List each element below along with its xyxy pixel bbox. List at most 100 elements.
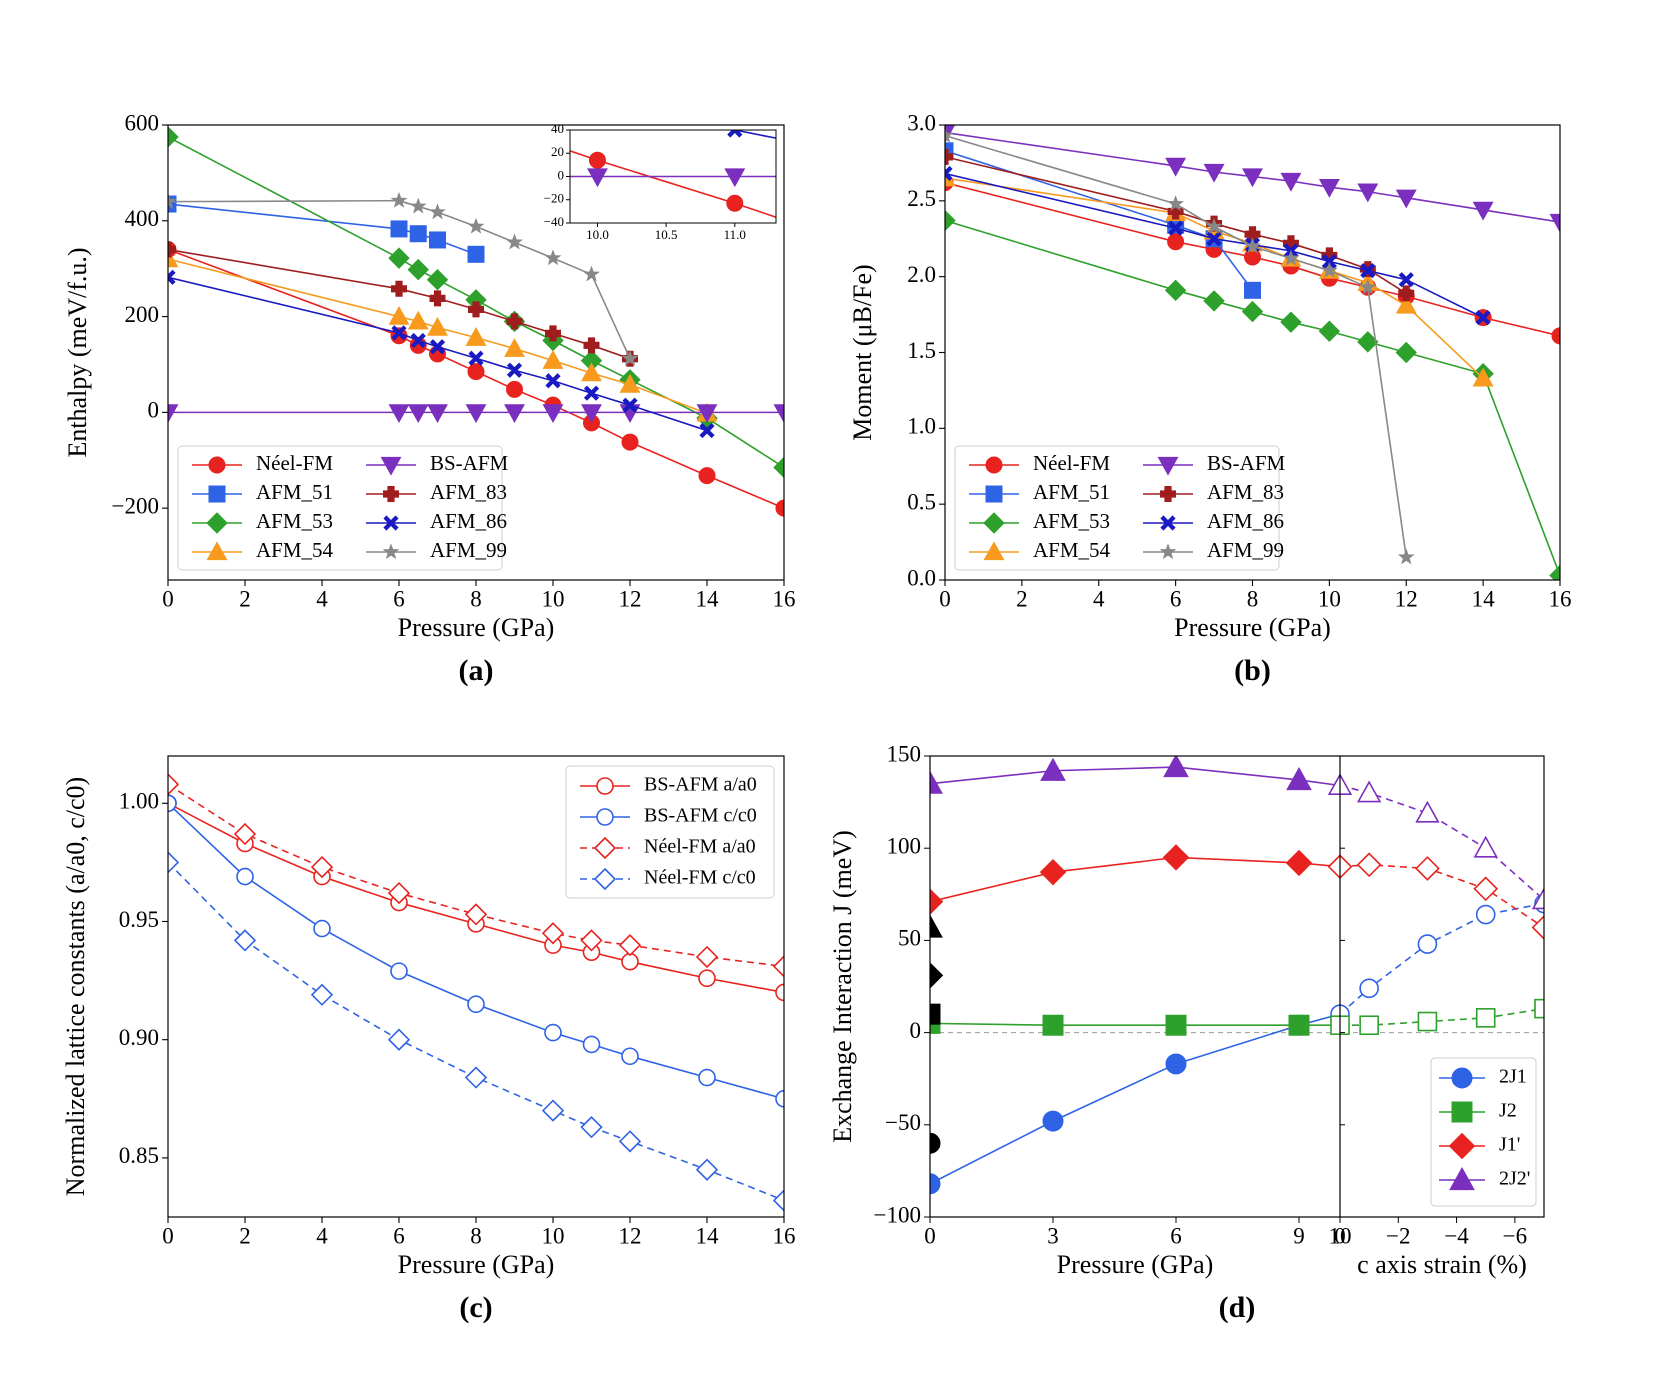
data-point-AFM_99 — [409, 197, 427, 214]
y-tick-label: 0.95 — [119, 907, 159, 932]
data-point-AFM_54 — [1472, 367, 1494, 387]
data-point-Néel-FM c/c0 — [772, 1189, 784, 1212]
data-point-BS-AFM — [1280, 172, 1302, 192]
panel-c: 0 2 4 6 8 10 12 14 16 0.85 0.90 0.95 1.00 Pressure (G… — [61, 755, 796, 1324]
strain-data-point-J2 — [1417, 1011, 1438, 1032]
strain-series-line-2J2' — [1339, 784, 1544, 901]
data-point-J2 — [1288, 1014, 1310, 1036]
x-axis-label: Pressure (GPa) — [398, 613, 555, 642]
data-point-Néel-FM c/c0 — [168, 851, 180, 874]
data-point-Néel-FM c/c0 — [695, 1158, 719, 1181]
series-line-AFM_99 — [945, 134, 1408, 558]
legend-marker — [985, 456, 1003, 474]
x-tick-label-right: −2 — [1386, 1223, 1410, 1248]
data-point-AFM_99 — [1282, 249, 1300, 266]
legend-marker — [596, 808, 614, 826]
data-point-AFM_83 — [391, 280, 407, 297]
data-point-AFM_83 — [583, 337, 600, 354]
series-line-Néel-FM c/c0 — [168, 861, 784, 1202]
legend-marker — [1448, 1132, 1476, 1160]
data-point-BS-AFM c/c0 — [544, 1023, 562, 1042]
data-point-AFM_83 — [1282, 235, 1299, 252]
data-point-Néel-FM c/c0 — [233, 929, 257, 952]
x-tick-label: 8 — [1247, 586, 1259, 611]
data-point-AFM_86 — [429, 339, 446, 355]
panel-label: (c) — [459, 1291, 492, 1324]
y-tick-label: 2.5 — [907, 186, 936, 211]
y-tick-label: 200 — [125, 302, 160, 327]
data-point-AFM_83 — [945, 148, 953, 165]
data-point-AFM_54 — [504, 338, 525, 357]
y-tick-label: 0 — [148, 398, 160, 423]
data-point-BS-AFM c/c0 — [236, 867, 254, 886]
series-line-BS-AFM — [945, 131, 1560, 223]
data-point-Néel-FM c/c0 — [618, 1130, 642, 1153]
strain-data-point-2J1 — [1359, 978, 1379, 999]
series-line-J1' — [930, 856, 1341, 903]
y-tick-label: −200 — [112, 493, 159, 518]
x-tick-label: 4 — [316, 1223, 328, 1248]
data-point-AFM_99 — [544, 249, 562, 266]
data-point-Néel-FM a/a0 — [387, 881, 411, 905]
data-point-BS-AFM — [1203, 163, 1225, 183]
data-point-BS-AFM — [581, 404, 602, 423]
y-tick-label: 400 — [125, 206, 160, 231]
inset-y-tick-label: 40 — [551, 121, 564, 136]
series-line-AFM_53 — [945, 219, 1560, 576]
experimental-point — [930, 962, 944, 989]
data-point-Néel-FM c/c0 — [464, 1066, 488, 1089]
series-line-J2 — [930, 1022, 1340, 1027]
legend-box — [954, 445, 1280, 571]
legend-box — [177, 445, 503, 571]
legend-label: Néel-FM a/a0 — [644, 836, 756, 858]
data-point-BS-AFM — [1472, 201, 1494, 221]
data-point-AFM_99 — [467, 217, 485, 234]
data-point-J1' — [1285, 849, 1313, 877]
data-point-AFM_54 — [465, 327, 487, 346]
legend-label: BS-AFM a/a0 — [644, 774, 757, 796]
data-point-AFM_99 — [945, 126, 954, 143]
data-point-BS-AFM — [542, 404, 564, 423]
legend-marker — [1451, 1101, 1473, 1123]
data-point-AFM_53 — [1241, 300, 1264, 323]
data-point-AFM_53 — [168, 126, 179, 148]
x-tick-label-right: −6 — [1503, 1223, 1527, 1248]
legend-marker — [1160, 515, 1176, 531]
data-point-AFM_83 — [1321, 247, 1338, 264]
strain-data-point-J2 — [1534, 998, 1544, 1019]
x-tick-label: 8 — [470, 1223, 482, 1248]
y-axis-label: Moment (μB/Fe) — [848, 264, 877, 440]
legend-label: Néel-FM c/c0 — [644, 867, 756, 889]
legend-marker — [208, 456, 226, 474]
data-point-AFM_53 — [1164, 279, 1187, 302]
inset: 10.0 10.5 11.0 −40 −20 0 20 40 — [544, 121, 777, 242]
data-point-2J1 — [1042, 1110, 1064, 1132]
x-tick-label: 14 — [1472, 586, 1496, 611]
data-point-AFM_51 — [467, 245, 485, 263]
data-point-AFM_99 — [1167, 195, 1184, 211]
x-axis-label-right: c axis strain (%) — [1357, 1250, 1527, 1279]
legend-label: J2 — [1499, 1100, 1517, 1122]
data-point-AFM_99 — [506, 233, 523, 250]
inset-y-tick-label: −40 — [544, 214, 564, 229]
legend-marker — [206, 512, 228, 534]
legend-label: BS-AFM c/c0 — [644, 805, 757, 827]
data-point-Néel-FM a/a0 — [168, 773, 180, 796]
series-line-AFM_86 — [168, 276, 708, 432]
experimental-point — [930, 914, 943, 938]
legend-box — [1430, 1057, 1537, 1207]
inset-x-tick-label: 11.0 — [724, 227, 746, 242]
legend-marker — [1159, 543, 1177, 560]
data-point-Néel-FM — [506, 380, 523, 398]
data-point-2J2' — [930, 770, 943, 794]
data-point-AFM_86 — [1398, 272, 1414, 288]
data-point-AFM_86 — [468, 350, 484, 366]
inset-x-tick-label: 10.0 — [586, 227, 609, 242]
y-tick-label: −100 — [874, 1202, 921, 1227]
data-point-AFM_83 — [506, 313, 523, 330]
x-tick-label: 12 — [1395, 586, 1418, 611]
data-point-BS-AFM c/c0 — [313, 919, 331, 938]
y-tick-label: 0 — [910, 1018, 922, 1043]
